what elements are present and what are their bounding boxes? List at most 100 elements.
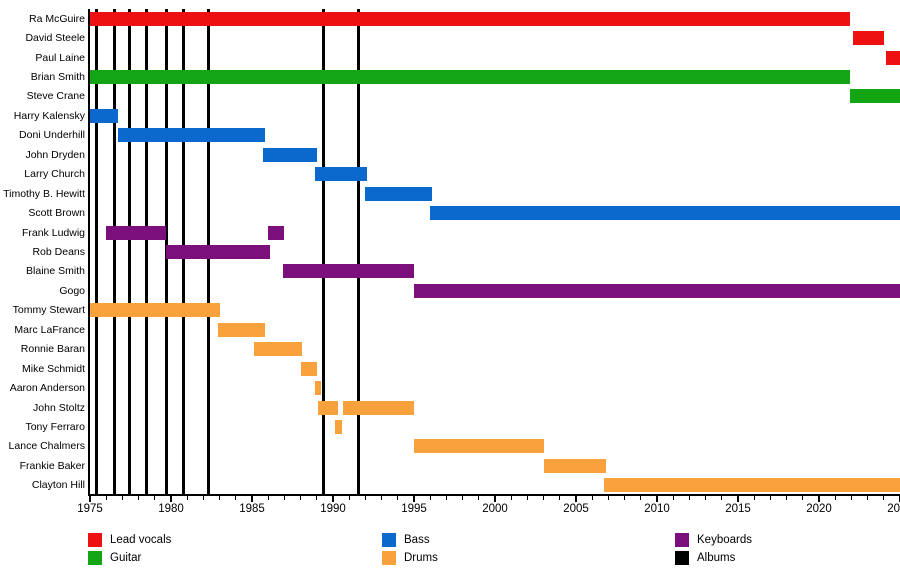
x-axis-minor-tick bbox=[364, 496, 366, 500]
x-axis-major-tick bbox=[89, 496, 91, 502]
x-axis-minor-tick bbox=[802, 496, 804, 500]
member-tenure-bar bbox=[430, 206, 900, 221]
album-release-line bbox=[321, 9, 325, 495]
member-label: Harry Kalensky bbox=[13, 109, 85, 122]
x-axis-minor-tick bbox=[591, 496, 593, 500]
x-axis-tick-label: 2020 bbox=[806, 503, 832, 515]
x-axis-minor-tick bbox=[316, 496, 318, 500]
member-tenure-bar bbox=[217, 322, 265, 337]
x-axis-minor-tick bbox=[624, 496, 626, 500]
legend-label-guitar: Guitar bbox=[110, 552, 142, 564]
x-axis-minor-tick bbox=[510, 496, 512, 500]
member-tenure-bar bbox=[414, 283, 900, 298]
x-axis-tick-label: 2015 bbox=[725, 503, 751, 515]
member-tenure-bar bbox=[253, 342, 303, 357]
member-label: Brian Smith bbox=[30, 71, 85, 84]
x-axis-minor-tick bbox=[526, 496, 528, 500]
member-tenure-bar bbox=[90, 108, 119, 123]
member-tenure-bar bbox=[604, 478, 900, 493]
member-tenure-bar bbox=[849, 89, 900, 104]
x-axis-major-tick bbox=[818, 496, 820, 502]
x-axis-minor-tick bbox=[721, 496, 723, 500]
x-axis-minor-tick bbox=[202, 496, 204, 500]
member-label: Ra McGuire bbox=[28, 12, 85, 25]
member-label: Doni Underhill bbox=[19, 129, 85, 142]
x-axis-minor-tick bbox=[672, 496, 674, 500]
member-label: Lance Chalmers bbox=[8, 440, 85, 453]
member-tenure-bar bbox=[268, 225, 285, 240]
x-axis-minor-tick bbox=[219, 496, 221, 500]
legend-swatch-keyboards bbox=[675, 533, 689, 547]
x-axis-minor-tick bbox=[867, 496, 869, 500]
x-axis-minor-tick bbox=[348, 496, 350, 500]
x-axis-minor-tick bbox=[640, 496, 642, 500]
x-axis-tick-label: 2010 bbox=[644, 503, 670, 515]
legend-label-keyboards: Keyboards bbox=[697, 534, 752, 546]
member-label: Clayton Hill bbox=[31, 479, 85, 492]
x-axis-major-tick bbox=[251, 496, 253, 502]
member-tenure-bar bbox=[282, 264, 414, 279]
member-tenure-bar bbox=[90, 303, 220, 318]
member-label: Tony Ferraro bbox=[25, 420, 85, 433]
x-axis-minor-tick bbox=[478, 496, 480, 500]
member-tenure-bar bbox=[315, 167, 367, 182]
member-label: John Stoltz bbox=[33, 401, 85, 414]
legend-label-albums: Albums bbox=[697, 552, 736, 564]
x-axis-minor-tick bbox=[429, 496, 431, 500]
x-axis-tick-label: 2005 bbox=[563, 503, 589, 515]
legend-swatch-drums bbox=[382, 551, 396, 565]
x-axis-major-tick bbox=[656, 496, 658, 502]
member-label: Blaine Smith bbox=[26, 265, 85, 278]
x-axis-minor-tick bbox=[235, 496, 237, 500]
x-axis-tick-label: 1995 bbox=[401, 503, 427, 515]
member-label: Frankie Baker bbox=[19, 459, 85, 472]
member-label: Rob Deans bbox=[32, 246, 85, 258]
album-release-line bbox=[112, 9, 116, 495]
member-tenure-bar bbox=[90, 11, 850, 26]
legend-label-bass: Bass bbox=[404, 534, 430, 546]
member-tenure-bar bbox=[263, 147, 317, 162]
x-axis-minor-tick bbox=[381, 496, 383, 500]
x-axis-tick-label: 2025 bbox=[887, 503, 900, 515]
x-axis-major-tick bbox=[575, 496, 577, 502]
member-label: Steve Crane bbox=[26, 90, 85, 103]
member-tenure-bar bbox=[853, 31, 884, 46]
member-label: David Steele bbox=[25, 32, 85, 45]
x-axis-minor-tick bbox=[883, 496, 885, 500]
x-axis-minor-tick bbox=[283, 496, 285, 500]
member-tenure-bar bbox=[414, 439, 544, 454]
member-tenure-bar bbox=[335, 419, 342, 434]
member-tenure-bar bbox=[544, 458, 606, 473]
member-label: Gogo bbox=[59, 284, 85, 297]
x-axis-minor-tick bbox=[786, 496, 788, 500]
member-tenure-bar bbox=[318, 400, 338, 415]
member-label: John Dryden bbox=[25, 148, 85, 161]
member-tenure-bar bbox=[315, 381, 321, 396]
x-axis-major-tick bbox=[413, 496, 415, 502]
album-release-line bbox=[128, 9, 132, 495]
member-tenure-bar bbox=[166, 245, 270, 259]
x-axis-minor-tick bbox=[154, 496, 156, 500]
x-axis-major-tick bbox=[494, 496, 496, 502]
x-axis-minor-tick bbox=[121, 496, 123, 500]
member-label: Frank Ludwig bbox=[21, 226, 85, 239]
album-release-line bbox=[94, 9, 98, 495]
x-axis-major-tick bbox=[170, 496, 172, 502]
y-axis-line bbox=[88, 9, 90, 495]
member-label: Marc LaFrance bbox=[14, 323, 85, 336]
member-tenure-bar bbox=[300, 361, 317, 376]
x-axis-minor-tick bbox=[462, 496, 464, 500]
legend-swatch-lead_vocals bbox=[88, 533, 102, 547]
x-axis-minor-tick bbox=[705, 496, 707, 500]
member-label: Timothy B. Hewitt bbox=[3, 187, 85, 200]
x-axis-minor-tick bbox=[105, 496, 107, 500]
member-label: Aaron Anderson bbox=[9, 382, 85, 395]
legend-label-drums: Drums bbox=[404, 552, 438, 564]
x-axis-minor-tick bbox=[769, 496, 771, 500]
legend-swatch-guitar bbox=[88, 551, 102, 565]
x-axis-tick-label: 1980 bbox=[158, 503, 184, 515]
x-axis-tick-label: 1985 bbox=[239, 503, 265, 515]
legend-swatch-albums bbox=[675, 551, 689, 565]
member-label: Mike Schmidt bbox=[21, 362, 85, 375]
x-axis-tick-label: 1975 bbox=[77, 503, 103, 515]
